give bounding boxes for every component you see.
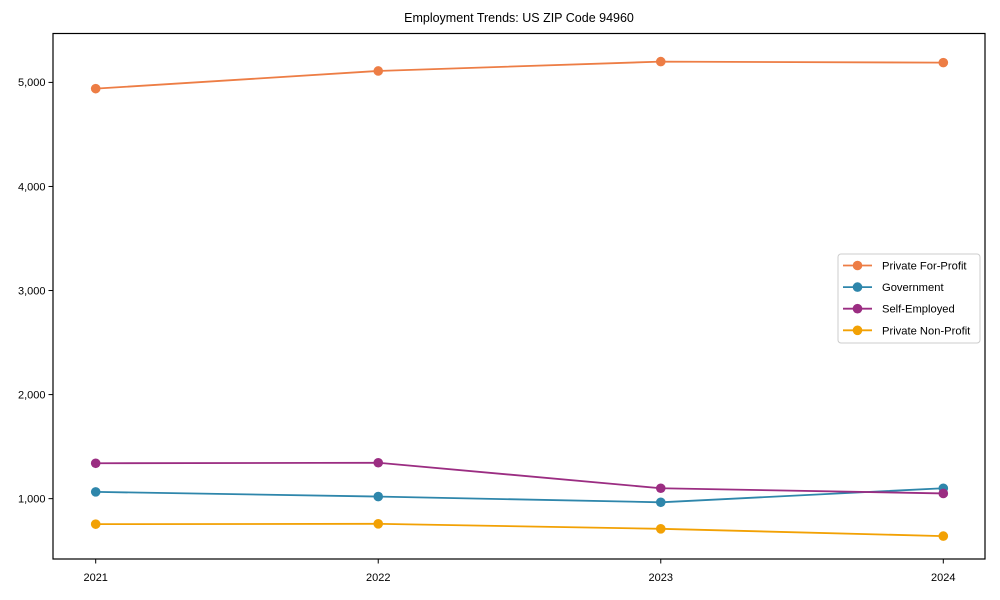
data-point-private-for-profit bbox=[90, 83, 101, 94]
legend-box bbox=[837, 253, 981, 344]
series-line-self-employed bbox=[95, 461, 944, 495]
series-line-government bbox=[95, 487, 944, 504]
legend-marker-private-for-profit bbox=[852, 260, 863, 271]
legend-marker-private-non-profit bbox=[852, 325, 863, 336]
x-axis-tick-label: 2023 bbox=[649, 572, 673, 584]
data-point-private-for-profit bbox=[373, 66, 384, 76]
data-point-private-for-profit bbox=[655, 56, 666, 67]
y-axis-tick-label: 5,000 bbox=[18, 77, 46, 89]
data-point-government bbox=[655, 497, 666, 508]
y-axis-tick-label: 1,000 bbox=[18, 493, 46, 505]
data-point-self-employed bbox=[373, 457, 384, 468]
legend-label-private-for-profit: Private For-Profit bbox=[882, 261, 967, 273]
y-axis-tick-label: 4,000 bbox=[18, 181, 46, 193]
data-point-self-employed bbox=[938, 488, 949, 499]
legend-label-self-employed: Self-Employed bbox=[882, 304, 955, 316]
data-point-self-employed bbox=[90, 458, 101, 469]
x-axis-tick-label: 2021 bbox=[83, 572, 107, 584]
x-axis-tick-label: 2022 bbox=[366, 572, 390, 584]
legend-label-government: Government bbox=[882, 282, 944, 294]
y-axis-tick-label: 2,000 bbox=[18, 389, 46, 401]
chart-title: Employment Trends: US ZIP Code 94960 bbox=[404, 11, 634, 25]
legend-label-private-non-profit: Private Non-Profit bbox=[882, 325, 971, 337]
data-point-government bbox=[90, 487, 101, 497]
data-point-government bbox=[373, 491, 384, 502]
data-point-private-for-profit bbox=[938, 57, 949, 68]
series-line-private-for-profit bbox=[95, 60, 944, 90]
data-point-private-non-profit bbox=[90, 519, 101, 529]
series-line-private-non-profit bbox=[95, 522, 944, 538]
plot-border bbox=[52, 32, 986, 560]
legend-marker-government bbox=[852, 282, 863, 292]
y-axis-tick-label: 3,000 bbox=[18, 285, 46, 297]
legend-marker-self-employed bbox=[852, 303, 863, 314]
x-axis-tick-label: 2024 bbox=[931, 572, 955, 584]
data-point-private-non-profit bbox=[655, 524, 666, 534]
data-point-self-employed bbox=[655, 483, 666, 494]
data-point-private-non-profit bbox=[373, 519, 384, 529]
data-point-private-non-profit bbox=[938, 531, 949, 541]
